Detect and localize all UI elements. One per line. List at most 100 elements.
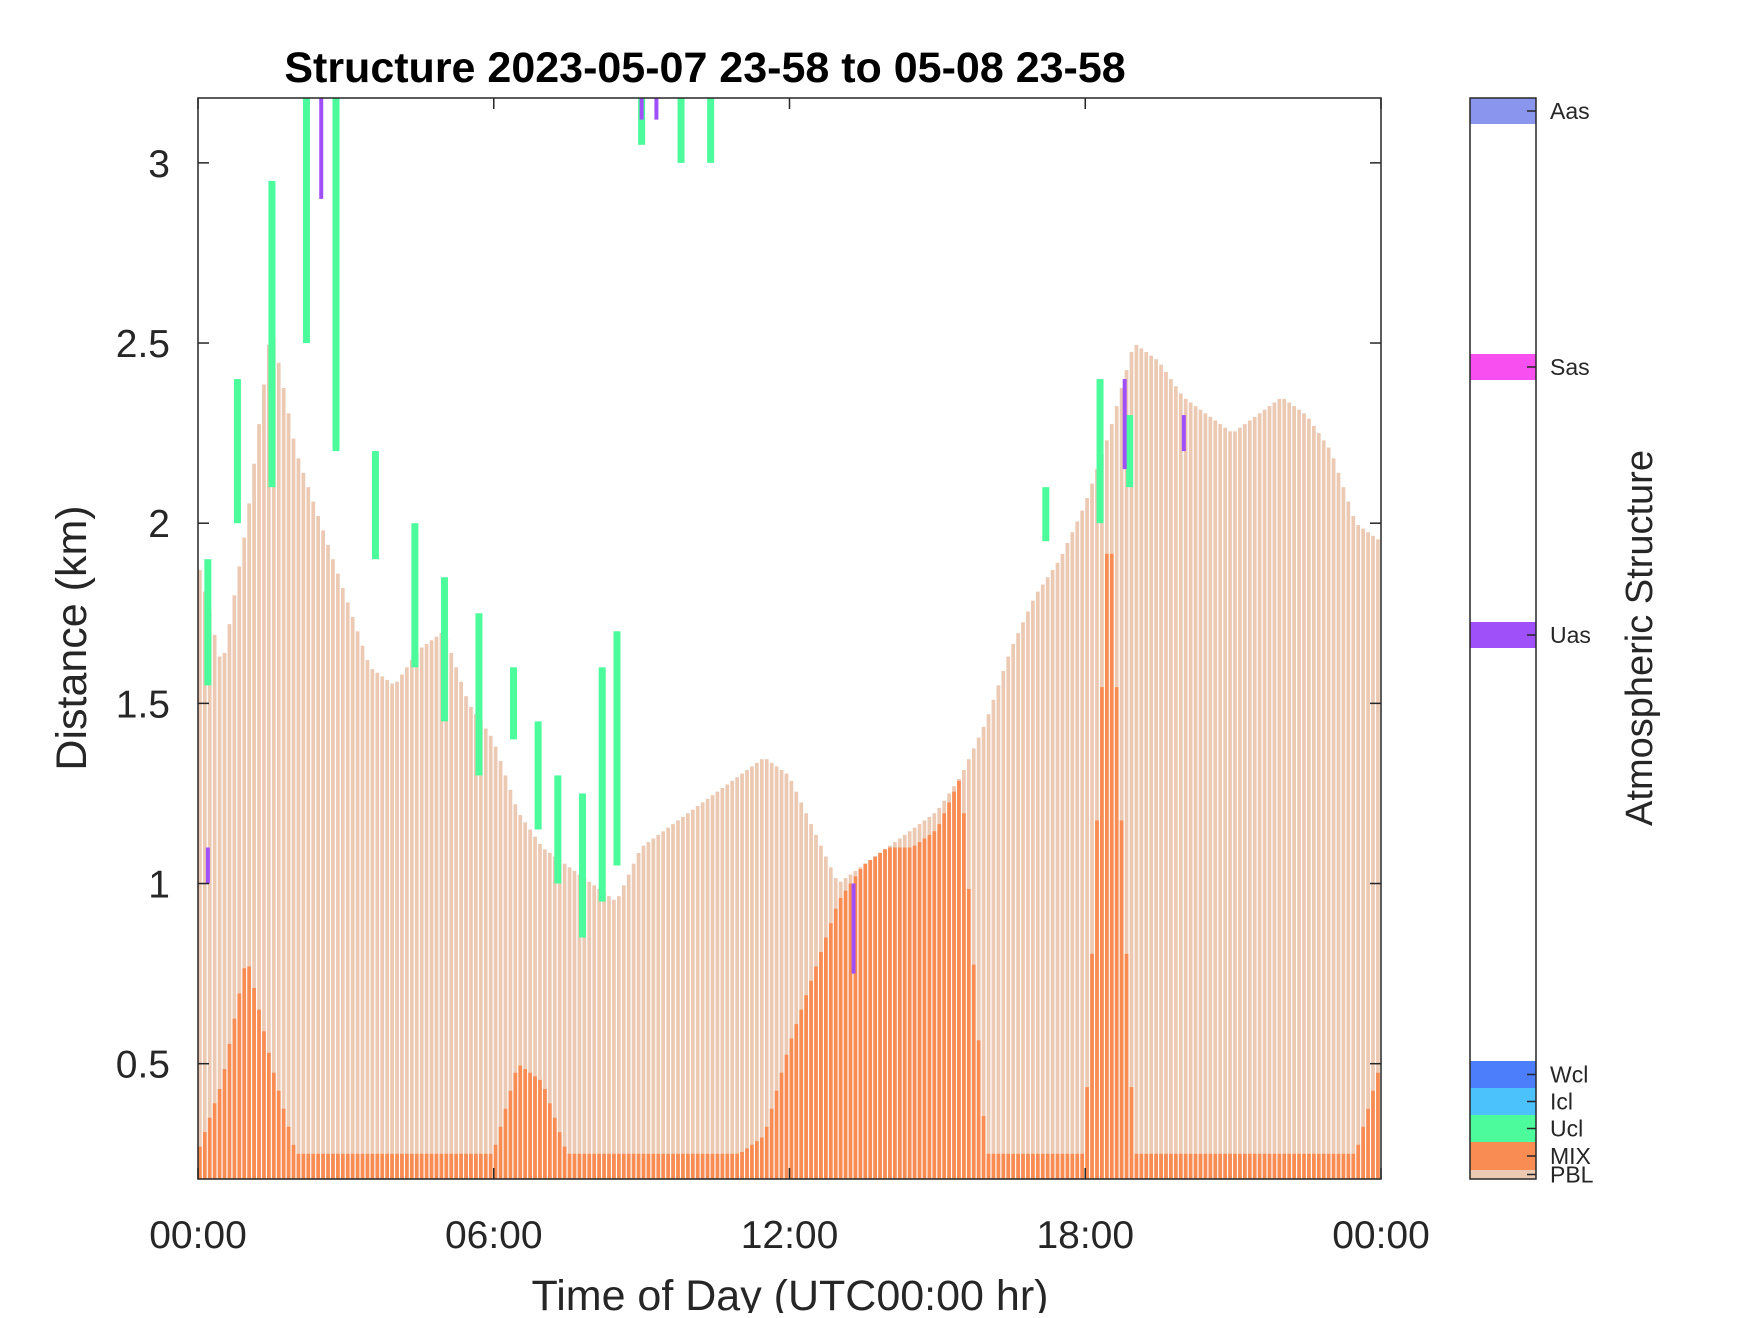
pbl-column	[612, 899, 616, 1179]
mix-column	[799, 1009, 804, 1179]
mix-column	[715, 1153, 720, 1179]
pbl-column	[326, 544, 330, 1179]
colorbar-tick-label: Wcl	[1550, 1062, 1588, 1088]
ucl-segment	[332, 98, 340, 452]
mix-column	[902, 847, 907, 1179]
pbl-column	[395, 681, 399, 1179]
pbl-column	[971, 748, 976, 1179]
mix-column	[819, 951, 823, 1179]
mix-column	[449, 1153, 454, 1179]
colorbar-tick-label: Aas	[1550, 98, 1590, 124]
mix-column	[1376, 1072, 1380, 1179]
mix-column	[1016, 1153, 1020, 1179]
colorbar-tick-label: Sas	[1550, 354, 1590, 380]
pbl-column	[533, 836, 537, 1179]
mix-column	[700, 1153, 705, 1179]
pbl-column	[518, 815, 523, 1179]
mix-column	[1356, 1144, 1361, 1179]
mix-column	[1065, 1153, 1070, 1179]
mix-column	[469, 1153, 473, 1179]
pbl-column	[700, 802, 705, 1179]
mix-column	[1139, 1153, 1144, 1179]
mix-column	[612, 1153, 616, 1179]
y-tick-label: 2	[148, 503, 170, 546]
mix-column	[661, 1153, 666, 1179]
uas-segment	[205, 847, 210, 884]
pbl-column	[276, 362, 281, 1180]
pbl-column	[1183, 398, 1188, 1180]
pbl-layer	[198, 337, 1380, 1180]
mix-column	[878, 852, 882, 1179]
pbl-column	[1302, 413, 1306, 1180]
pbl-column	[365, 660, 370, 1179]
mix-column	[962, 813, 966, 1179]
pbl-column	[1247, 420, 1252, 1180]
mix-column	[1213, 1153, 1218, 1179]
mix-column	[824, 937, 828, 1179]
pbl-column	[784, 773, 789, 1179]
pbl-column	[360, 645, 365, 1179]
mix-column	[607, 1153, 611, 1179]
pbl-column	[267, 344, 271, 1179]
pbl-column	[281, 388, 286, 1179]
pbl-column	[1144, 352, 1149, 1179]
mix-column	[735, 1153, 740, 1179]
pbl-column	[242, 537, 247, 1179]
pbl-column	[986, 714, 991, 1179]
mix-column	[459, 1153, 463, 1179]
colorbar-swatch-ucl	[1470, 1115, 1536, 1142]
mix-column	[1233, 1153, 1237, 1179]
pbl-column	[449, 652, 454, 1179]
pbl-column	[1164, 371, 1168, 1179]
mix-column	[395, 1153, 399, 1179]
ucl-segment	[302, 98, 310, 344]
pbl-column	[745, 770, 749, 1179]
mix-column	[567, 1153, 572, 1179]
pbl-column	[1252, 416, 1257, 1179]
pbl-column	[562, 863, 567, 1179]
pbl-column	[774, 766, 779, 1179]
pbl-column	[690, 809, 695, 1179]
mix-column	[409, 1153, 414, 1179]
mix-column	[1228, 1153, 1232, 1179]
pbl-column	[1188, 402, 1193, 1179]
ucl-segment	[534, 721, 542, 830]
mix-column	[932, 831, 937, 1179]
mix-column	[853, 876, 858, 1179]
mix-column	[1262, 1153, 1267, 1179]
pbl-column	[626, 874, 631, 1179]
x-tick-label: 00:00	[1332, 1214, 1430, 1257]
pbl-column	[651, 838, 656, 1179]
mix-column	[695, 1153, 700, 1179]
pbl-column	[296, 458, 301, 1179]
plot-area: 00:00 06:00 12:00 18:00 00:00 0.5 1 1.5 2 2.5 3	[116, 97, 1430, 1257]
mix-column	[804, 995, 809, 1179]
pbl-column	[336, 573, 340, 1179]
mix-column	[937, 824, 942, 1179]
mix-column	[1124, 953, 1129, 1179]
pbl-column	[331, 559, 335, 1179]
mix-column	[1060, 1153, 1065, 1179]
pbl-column	[222, 652, 227, 1179]
pbl-column	[547, 852, 552, 1179]
mix-column	[868, 860, 873, 1179]
x-tick-label: 00:00	[149, 1214, 247, 1257]
mix-column	[907, 847, 912, 1179]
pbl-column	[1193, 406, 1198, 1180]
pbl-column	[587, 881, 592, 1179]
pbl-column	[1371, 535, 1375, 1179]
mix-column	[1085, 1087, 1089, 1179]
pbl-column	[552, 856, 557, 1179]
mix-column	[666, 1153, 670, 1179]
pbl-column	[572, 870, 577, 1179]
mix-column	[991, 1153, 996, 1179]
mix-column	[705, 1153, 710, 1179]
mix-column	[1218, 1153, 1223, 1179]
ucl-segment	[638, 98, 646, 145]
y-axis-label: Distance (km)	[48, 505, 96, 770]
pbl-column	[1134, 344, 1139, 1179]
mix-column	[779, 1072, 784, 1179]
mix-column	[616, 1153, 621, 1179]
pbl-column	[592, 885, 597, 1179]
mix-column	[301, 1153, 306, 1179]
